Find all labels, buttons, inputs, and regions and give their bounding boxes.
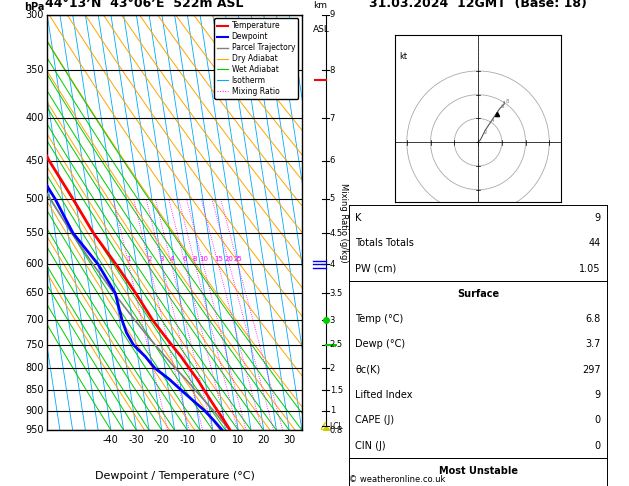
Text: 31.03.2024  12GMT  (Base: 18): 31.03.2024 12GMT (Base: 18) [369,0,587,10]
Text: 850: 850 [26,385,44,395]
Text: 4: 4 [169,257,174,262]
Text: -40: -40 [103,435,119,445]
Text: CIN (J): CIN (J) [355,440,386,451]
Text: 44°13’N  43°06’E  522m ASL: 44°13’N 43°06’E 522m ASL [45,0,243,10]
Text: 44: 44 [589,238,601,248]
Text: 1: 1 [126,257,131,262]
Text: 9: 9 [594,213,601,223]
Text: 300: 300 [26,10,44,19]
Text: ASL: ASL [313,25,330,34]
Text: 5: 5 [330,194,335,203]
Text: PW (cm): PW (cm) [355,263,397,274]
Text: 450: 450 [26,156,44,166]
Text: 950: 950 [26,425,44,435]
Text: 20: 20 [257,435,270,445]
Text: 6: 6 [330,156,335,165]
Text: CAPE (J): CAPE (J) [355,415,394,425]
Text: -10: -10 [179,435,195,445]
Text: K: K [355,213,362,223]
Text: 900: 900 [26,406,44,416]
Text: 600: 600 [26,260,44,269]
Text: 2: 2 [147,257,152,262]
Text: 25: 25 [233,257,242,262]
Text: 800: 800 [26,363,44,373]
Text: 4.5: 4.5 [330,228,343,238]
Text: 8: 8 [505,99,509,104]
Text: 650: 650 [26,288,44,298]
Text: 1.5: 1.5 [330,385,343,395]
Text: 6: 6 [183,257,187,262]
Text: LCL: LCL [330,422,343,431]
Text: 8: 8 [330,66,335,75]
Text: 4: 4 [330,260,335,269]
Text: Dewp (°C): Dewp (°C) [355,339,406,349]
Text: Most Unstable: Most Unstable [438,466,518,476]
Text: kt: kt [399,52,408,61]
Text: 3.5: 3.5 [330,289,343,298]
Text: 30: 30 [283,435,295,445]
Text: -20: -20 [154,435,170,445]
Text: 15: 15 [214,257,223,262]
Text: 1.05: 1.05 [579,263,601,274]
Text: 3: 3 [330,315,335,325]
Text: © weatheronline.co.uk: © weatheronline.co.uk [349,474,445,484]
Text: 10: 10 [199,257,208,262]
Legend: Temperature, Dewpoint, Parcel Trajectory, Dry Adiabat, Wet Adiabat, Isotherm, Mi: Temperature, Dewpoint, Parcel Trajectory… [214,18,298,99]
Text: km: km [313,1,327,10]
Text: 2.5: 2.5 [330,340,343,349]
Text: θᴄ(K): θᴄ(K) [355,364,381,375]
Text: 6: 6 [501,104,504,109]
Text: 6.8: 6.8 [586,314,601,324]
Text: 400: 400 [26,113,44,123]
Text: Lifted Index: Lifted Index [355,390,413,400]
Text: 9: 9 [594,390,601,400]
Text: 750: 750 [25,340,44,350]
Text: -30: -30 [128,435,144,445]
Text: 8: 8 [193,257,198,262]
Text: 700: 700 [26,315,44,325]
Text: Temp (°C): Temp (°C) [355,314,404,324]
Text: 3: 3 [160,257,164,262]
Text: 0: 0 [209,435,216,445]
Text: 0: 0 [594,440,601,451]
Text: hPa: hPa [24,2,44,12]
Text: Surface: Surface [457,289,499,299]
Text: 550: 550 [25,228,44,238]
Text: Mixing Ratio (g/kg): Mixing Ratio (g/kg) [340,183,348,262]
Text: 350: 350 [26,65,44,75]
Text: 9: 9 [330,10,335,19]
Text: Totals Totals: Totals Totals [355,238,415,248]
Text: 2: 2 [330,364,335,373]
Text: 10: 10 [232,435,244,445]
Text: 500: 500 [26,194,44,204]
Text: 297: 297 [582,364,601,375]
Text: 20: 20 [225,257,234,262]
Text: 2: 2 [484,130,487,135]
Text: 1: 1 [330,406,335,415]
Text: 0: 0 [594,415,601,425]
Text: Dewpoint / Temperature (°C): Dewpoint / Temperature (°C) [94,471,255,481]
Text: 4: 4 [491,118,494,123]
Text: 3.7: 3.7 [586,339,601,349]
Text: 0.8: 0.8 [330,426,343,434]
Text: 7: 7 [330,114,335,123]
